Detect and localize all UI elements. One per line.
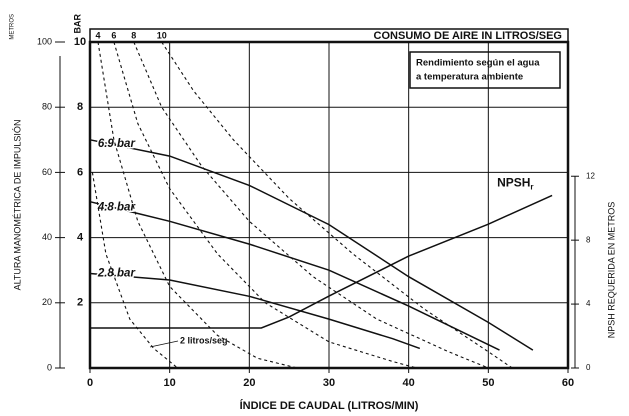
y-tick-label: 100 xyxy=(37,36,52,46)
ybar-tick-label: 8 xyxy=(77,101,83,113)
y2-label: NPSH REQUERIDA EN METROS xyxy=(606,202,616,339)
series-label: 2 litros/seg xyxy=(180,335,228,345)
series-label: 4 xyxy=(95,30,100,40)
y-tick-label: 60 xyxy=(42,167,52,177)
series-label: NPSHr xyxy=(497,176,533,192)
series-line xyxy=(89,272,421,350)
y-tick-label: 80 xyxy=(42,102,52,112)
series-line xyxy=(91,172,178,369)
series-label: 2.8 bar xyxy=(97,267,136,279)
x-tick-label: 40 xyxy=(403,377,415,389)
y-label: ALTURA MANOMÉTRICA DE IMPULSIÓN xyxy=(12,120,22,291)
y-tick-label: 20 xyxy=(42,297,52,307)
note: Rendimiento según el agua xyxy=(416,58,540,69)
ybar-tick-label: 2 xyxy=(77,297,83,309)
x-tick-label: 0 xyxy=(87,377,93,389)
series-label: 6 xyxy=(111,30,116,40)
y-tick-label: 0 xyxy=(47,362,52,372)
y2-tick-label: 8 xyxy=(586,235,591,244)
x-tick-label: 30 xyxy=(323,377,335,389)
note-box xyxy=(409,51,561,89)
x-tick-label: 50 xyxy=(482,377,494,389)
y-tick-label: 40 xyxy=(42,232,52,242)
y2-tick-label: 4 xyxy=(586,299,591,308)
x-tick-label: 10 xyxy=(164,377,176,389)
note: a temperatura ambiente xyxy=(416,72,523,83)
ybar-tick-label: 4 xyxy=(77,232,84,244)
series-line xyxy=(89,139,534,351)
series-name: NPSH xyxy=(497,176,530,190)
ybar-tick-label: 10 xyxy=(74,36,86,48)
series-label: 4.8 bar xyxy=(97,202,136,214)
series-sub: r xyxy=(530,183,533,192)
x-tick-label: 60 xyxy=(562,377,574,389)
ybar-unit: BAR xyxy=(72,14,82,34)
x-tick-label: 20 xyxy=(243,377,255,389)
series-line xyxy=(161,41,513,369)
series-line xyxy=(90,194,553,329)
series-label: 6.9 bar xyxy=(98,138,136,150)
caption: CONSUMO DE AIRE IN LITROS/SEG xyxy=(374,30,562,42)
y2-tick-label: 12 xyxy=(586,171,595,180)
x-label: ÍNDICE DE CAUDAL (LITROS/MIN) xyxy=(240,399,419,412)
series-line xyxy=(89,200,500,351)
leader xyxy=(149,340,179,348)
plot-frame xyxy=(88,40,570,370)
series-line xyxy=(113,41,417,369)
ybar-tick-label: 6 xyxy=(77,166,83,178)
series-label: 10 xyxy=(157,30,167,40)
series-label: 8 xyxy=(131,30,136,40)
y-unit: METROS xyxy=(10,14,16,40)
y2-tick-label: 0 xyxy=(586,363,591,372)
